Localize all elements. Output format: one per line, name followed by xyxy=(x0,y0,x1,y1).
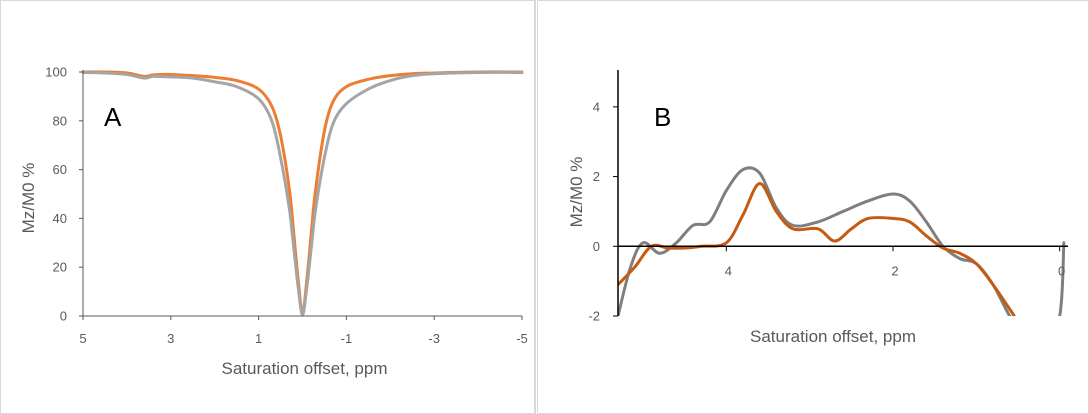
x-tick-label: -5 xyxy=(516,331,528,346)
y-tick-label: 60 xyxy=(53,162,67,177)
y-tick-label: 80 xyxy=(53,113,67,128)
y-tick-label: 40 xyxy=(53,211,67,226)
x-tick-label: 0 xyxy=(1058,263,1065,278)
series-line-gray xyxy=(81,70,524,317)
panel-letter-b: B xyxy=(654,102,671,132)
series-line-gray xyxy=(618,166,1066,316)
x-tick-label: 5 xyxy=(79,331,86,346)
series-line-orange xyxy=(81,70,524,316)
series-line-orange xyxy=(618,182,1017,316)
x-tick-label: -1 xyxy=(341,331,353,346)
x-tick-label: 1 xyxy=(255,331,262,346)
x-tick-label: -3 xyxy=(428,331,440,346)
x-tick-label: 4 xyxy=(725,263,732,278)
x-tick-label: 2 xyxy=(891,263,898,278)
y-tick-label: 0 xyxy=(593,239,600,254)
chart-panel-a: 0 20 40 60 80 100 5 3 1 -1 -3 -5 Saturation offset, … xyxy=(0,0,536,414)
y-tick-label: 20 xyxy=(53,260,67,275)
y-axis-title: Mz/M0 % xyxy=(19,163,38,234)
y-axis-title: Mz/M0 % xyxy=(567,157,586,228)
y-tick-label: 100 xyxy=(45,65,67,80)
x-axis-title: Saturation offset, ppm xyxy=(221,359,387,378)
y-tick-label: 2 xyxy=(593,169,600,184)
chart-panel-b: -2 0 2 4 4 2 0 Saturation offset, ppm Mz/M0 % B xyxy=(537,0,1089,414)
y-tick-label: -2 xyxy=(588,309,600,324)
y-tick-label: 4 xyxy=(593,99,600,114)
y-tick-label: 0 xyxy=(60,309,67,324)
chart-a-svg: 0 20 40 60 80 100 5 3 1 -1 -3 -5 Saturation offset, … xyxy=(19,65,528,379)
panel-letter-a: A xyxy=(104,102,122,132)
x-axis-title: Saturation offset, ppm xyxy=(750,327,916,346)
x-tick-label: 3 xyxy=(167,331,174,346)
chart-b-svg: -2 0 2 4 4 2 0 Saturation offset, ppm Mz/M0 % B xyxy=(567,70,1068,346)
